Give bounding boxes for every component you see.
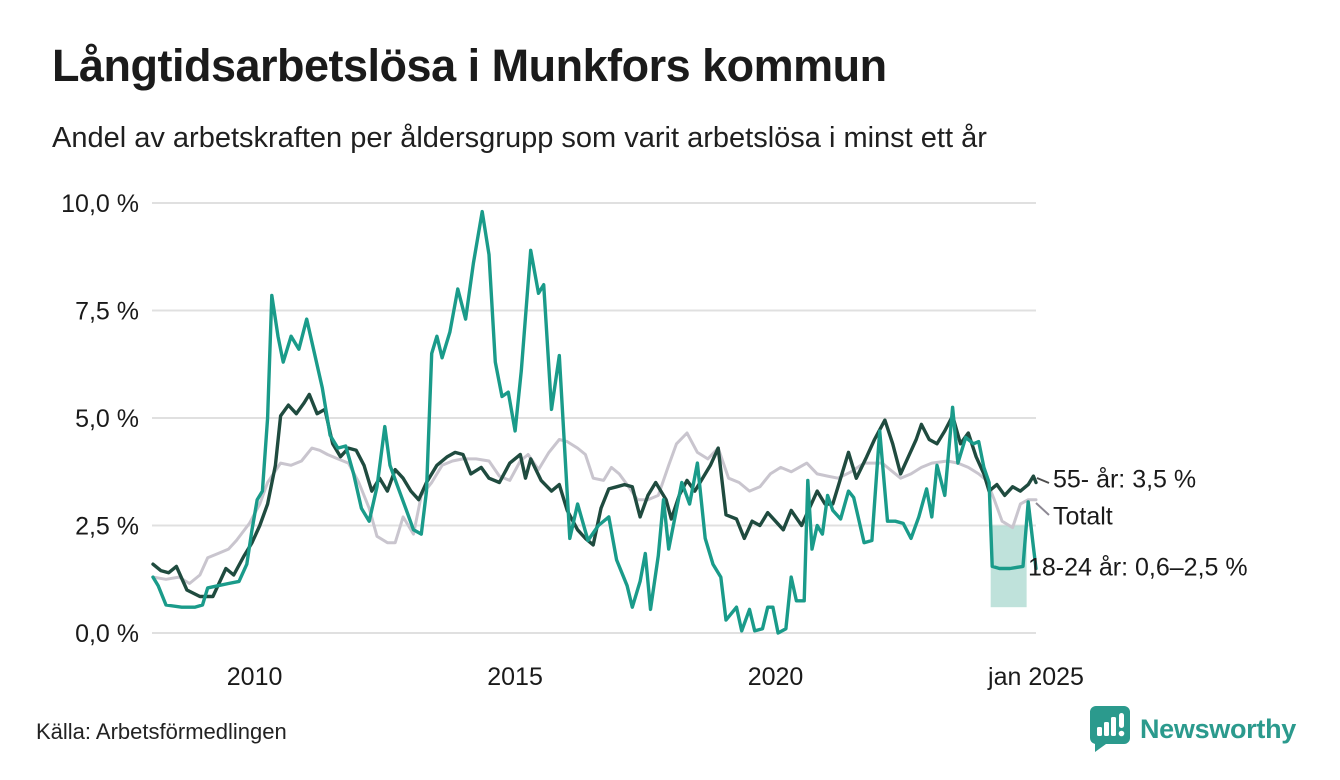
y-tick-label: 7,5 % bbox=[75, 298, 139, 326]
y-tick-label: 10,0 % bbox=[61, 190, 139, 218]
page-title: Långtidsarbetslösa i Munkfors kommun bbox=[52, 40, 887, 91]
annotation-18-24-label: 18-24 år: 0,6–2,5 % bbox=[1028, 553, 1248, 582]
newsworthy-bubble-chart-icon bbox=[1089, 706, 1130, 752]
series-line-18-24-år bbox=[151, 209, 1038, 635]
y-tick-label: 0,0 % bbox=[75, 620, 139, 648]
source-note: Källa: Arbetsförmedlingen bbox=[36, 719, 287, 744]
x-tick-label: 2020 bbox=[748, 663, 804, 691]
newsworthy-logo-text: Newsworthy bbox=[1139, 713, 1296, 744]
y-tick-label: 5,0 % bbox=[75, 405, 139, 433]
series-line-totalt bbox=[151, 431, 1038, 585]
y-tick-label: 2,5 % bbox=[75, 513, 139, 541]
annotation-totalt-label: Totalt bbox=[1053, 502, 1113, 531]
annotation-connector-totalt bbox=[1035, 502, 1050, 516]
page-subtitle: Andel av arbetskraften per åldersgrupp s… bbox=[52, 122, 987, 154]
x-tick-label: jan 2025 bbox=[987, 663, 1084, 691]
series-line-55-år bbox=[151, 392, 1038, 599]
newsworthy-logo: Newsworthy bbox=[1089, 705, 1296, 753]
annotation-55-plus-label: 55- år: 3,5 % bbox=[1053, 465, 1197, 494]
x-tick-label: 2010 bbox=[227, 663, 283, 691]
annotation-connector-55-plus bbox=[1036, 477, 1050, 484]
x-tick-label: 2015 bbox=[487, 663, 543, 691]
